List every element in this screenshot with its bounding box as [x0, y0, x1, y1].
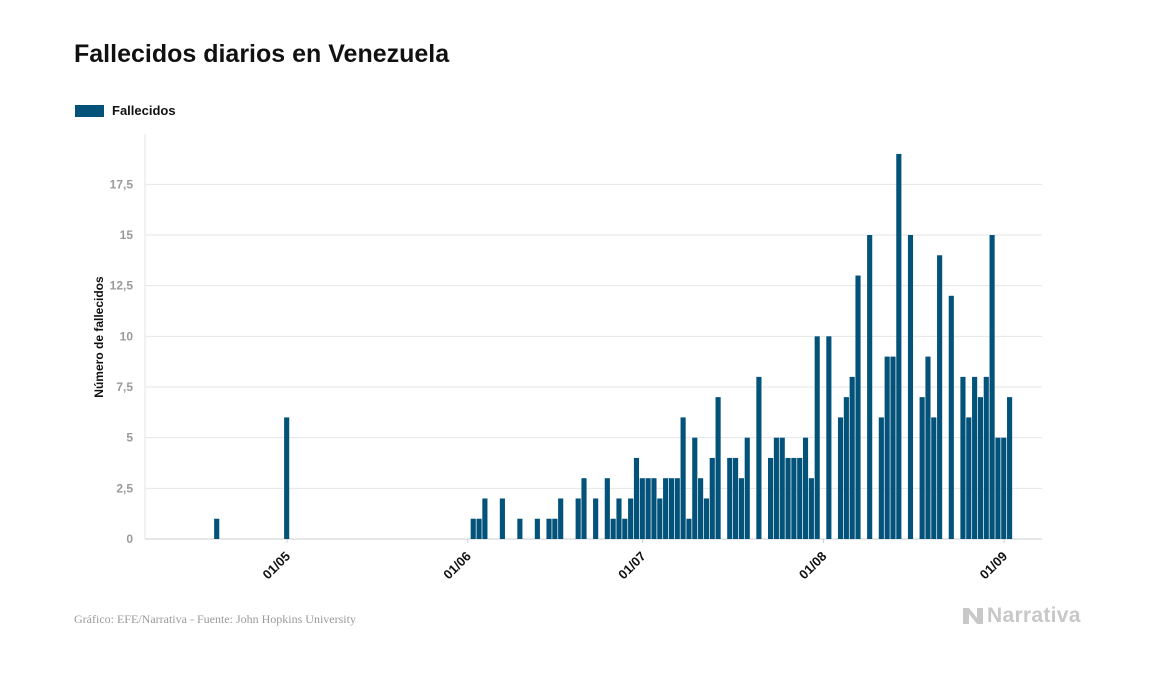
- narrativa-n-icon: [963, 608, 983, 624]
- bar: [517, 518, 523, 539]
- y-tick-label: 0: [126, 532, 133, 546]
- y-tick-label: 17,5: [110, 177, 134, 191]
- x-tick-label: 01/09: [977, 549, 1011, 583]
- y-tick-label: 15: [120, 228, 134, 242]
- bar: [727, 457, 733, 539]
- bar: [663, 478, 669, 539]
- bar: [802, 437, 809, 539]
- bar: [779, 437, 785, 539]
- bar: [499, 498, 505, 539]
- bar: [849, 376, 855, 539]
- bar: [989, 235, 995, 539]
- x-tick-label: 01/05: [260, 549, 294, 583]
- bar: [878, 417, 884, 539]
- x-tick-label: 01/08: [796, 549, 830, 583]
- bar: [575, 498, 581, 539]
- bar: [733, 457, 739, 539]
- bar: [604, 478, 610, 539]
- bar: [826, 336, 832, 539]
- bar: [657, 498, 663, 539]
- bar: [907, 235, 914, 539]
- bar: [931, 417, 937, 539]
- legend-label: Fallecidos: [112, 103, 176, 118]
- bar: [919, 397, 925, 539]
- bar: [925, 356, 931, 539]
- bar: [668, 478, 675, 539]
- y-tick-label: 12,5: [110, 279, 134, 293]
- legend: Fallecidos: [75, 103, 176, 118]
- bar: [785, 457, 791, 539]
- bar: [703, 498, 709, 539]
- bar: [960, 376, 966, 539]
- bar: [639, 478, 645, 539]
- bar: [709, 457, 715, 539]
- bar: [214, 518, 220, 539]
- bar: [628, 498, 634, 539]
- bar: [808, 478, 814, 539]
- x-tick-label: 01/07: [615, 549, 649, 583]
- bar: [470, 518, 476, 539]
- bar: [633, 457, 640, 539]
- bar: [651, 478, 657, 539]
- chart-title: Fallecidos diarios en Venezuela: [74, 40, 450, 68]
- bar: [645, 478, 651, 539]
- bar: [977, 397, 984, 539]
- bar: [692, 437, 698, 539]
- bar: [616, 498, 622, 539]
- bar: [546, 518, 552, 539]
- y-tick-label: 2,5: [116, 481, 133, 495]
- bar: [284, 417, 290, 539]
- bar: [674, 478, 680, 539]
- bar: [534, 518, 540, 539]
- narrativa-logo: Narrativa: [962, 604, 1081, 628]
- bar: [972, 376, 978, 539]
- brand-text: Narrativa: [987, 604, 1081, 627]
- bar: [1001, 437, 1007, 539]
- bar: [797, 457, 803, 539]
- bar: [744, 437, 750, 539]
- bar: [715, 397, 721, 539]
- bar: [814, 336, 820, 539]
- source-note: Gráfico: EFE/Narrativa - Fuente: John Ho…: [74, 612, 356, 626]
- bar: [756, 376, 762, 539]
- bar: [686, 518, 692, 539]
- bar: [837, 417, 844, 539]
- bar: [995, 437, 1001, 539]
- bar: [610, 518, 616, 539]
- bar: [890, 356, 896, 539]
- bar: [983, 376, 989, 539]
- bar: [698, 478, 704, 539]
- bar: [768, 457, 774, 539]
- bar: [843, 397, 849, 539]
- bar: [581, 478, 587, 539]
- bar: [867, 235, 873, 539]
- bar: [896, 153, 902, 539]
- bar: [855, 275, 861, 539]
- x-tick-label: 01/06: [440, 549, 474, 583]
- bar: [482, 498, 488, 539]
- bar: [622, 518, 628, 539]
- y-tick-label: 5: [126, 431, 133, 445]
- bar: [884, 356, 890, 539]
- bar: [966, 417, 972, 539]
- bar: [773, 437, 779, 539]
- bar: [937, 255, 943, 539]
- bar: [1007, 397, 1013, 539]
- bar: [552, 518, 558, 539]
- y-tick-label: 7,5: [116, 380, 133, 394]
- y-tick-label: 10: [120, 329, 134, 343]
- bar: [738, 478, 744, 539]
- bar: [948, 295, 954, 539]
- bar: [558, 498, 564, 539]
- bar: [593, 498, 599, 539]
- bar: [791, 457, 797, 539]
- bar: [476, 518, 482, 539]
- legend-swatch: [75, 104, 104, 117]
- bar: [680, 417, 686, 539]
